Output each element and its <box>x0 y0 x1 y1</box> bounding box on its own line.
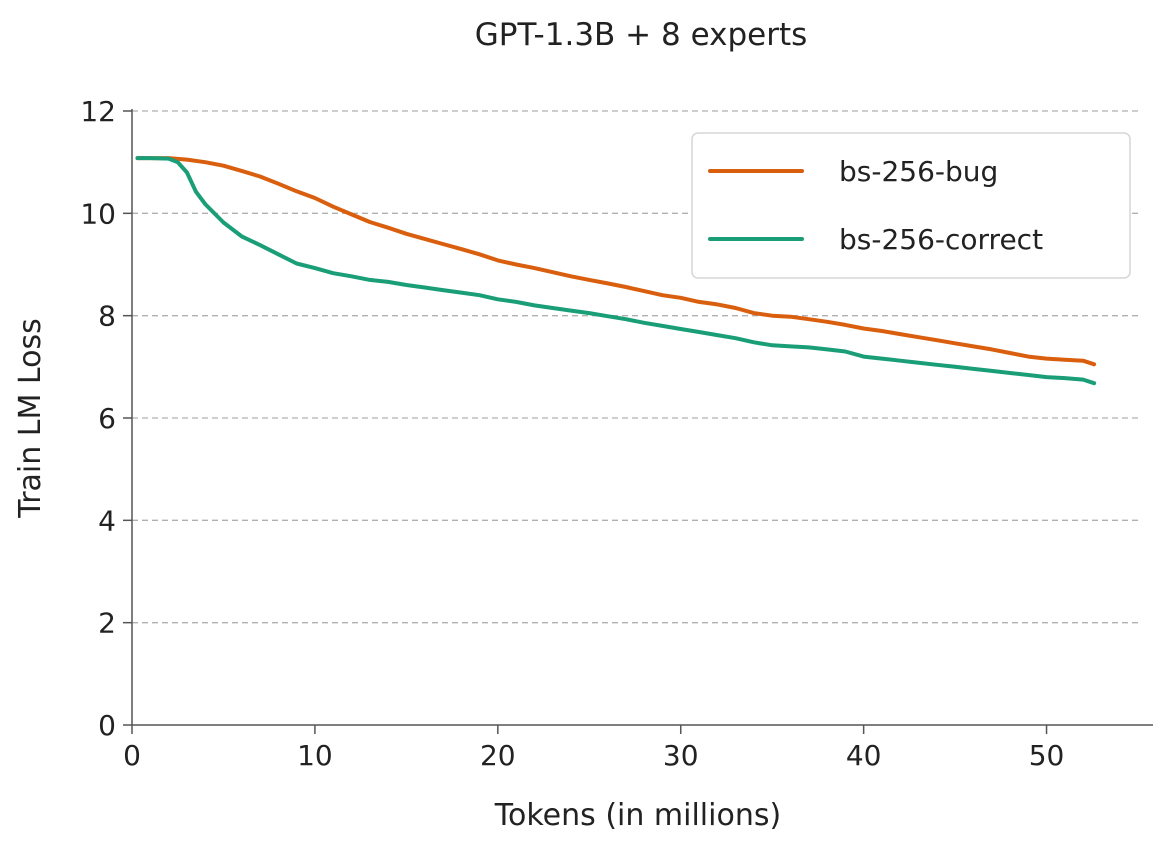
axes-layer: 0 2 4 6 8 10 12 0 10 20 30 40 50 <box>80 95 1153 772</box>
grid-layer <box>132 110 1138 624</box>
x-tick-label: 50 <box>1029 739 1065 772</box>
y-tick-label: 8 <box>98 300 116 333</box>
y-tick-label: 2 <box>98 607 116 640</box>
x-tick-label: 30 <box>663 739 699 772</box>
x-tick-label: 40 <box>846 739 882 772</box>
y-tick-label: 10 <box>80 197 116 230</box>
x-tick-label: 10 <box>297 739 333 772</box>
y-tick-label: 4 <box>98 504 116 537</box>
x-tick-label: 20 <box>480 739 516 772</box>
legend: bs-256-bug bs-256-correct <box>691 132 1131 279</box>
y-axis-label: Train LM Loss <box>13 318 48 518</box>
legend-label-bs-256-bug: bs-256-bug <box>839 155 998 188</box>
y-tick-label: 0 <box>98 709 116 742</box>
y-tick-label: 12 <box>80 95 116 128</box>
series-layer <box>135 156 1097 386</box>
y-tick-label: 6 <box>98 402 116 435</box>
chart-title: GPT-1.3B + 8 experts <box>475 17 808 53</box>
series-line-bs-256-correct <box>135 156 1097 386</box>
x-axis-label: Tokens (in millions) <box>494 798 781 833</box>
x-tick-label: 0 <box>123 739 141 772</box>
legend-label-bs-256-correct: bs-256-correct <box>839 223 1043 256</box>
series-line-bs-256-bug <box>135 156 1097 367</box>
